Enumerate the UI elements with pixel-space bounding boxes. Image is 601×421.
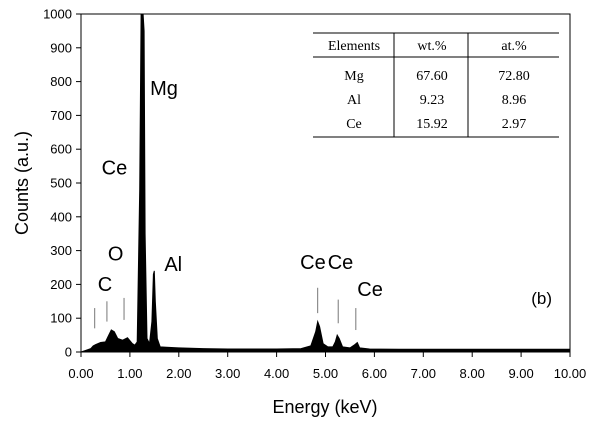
y-tick-label: 200 — [50, 277, 72, 292]
table-cell: Al — [347, 93, 361, 108]
peak-label: Al — [164, 254, 182, 276]
table-cell: 67.60 — [416, 69, 448, 84]
y-tick-label: 600 — [50, 142, 72, 157]
y-tick-label: 800 — [50, 74, 72, 89]
peak-label: Ce — [300, 252, 326, 274]
table-cell: 15.92 — [416, 117, 448, 132]
x-tick-label: 2.00 — [166, 366, 191, 381]
x-axis-ticks: 0.00 1.00 2.00 3.00 4.00 5.00 6.00 7.00 8.00 9.00… — [68, 352, 586, 381]
y-tick-label: 700 — [50, 108, 72, 123]
y-axis-ticks: 0 100 200 300 400 500 600 700 800 900 1000 — [43, 7, 81, 360]
y-tick-label: 1000 — [43, 7, 72, 22]
table-header-wt: wt.% — [417, 39, 447, 54]
y-axis-label: Counts (a.u.) — [12, 131, 32, 235]
peak-label: Ce — [357, 279, 383, 301]
y-tick-label: 300 — [50, 243, 72, 258]
table-cell: Mg — [344, 69, 363, 84]
y-tick-label: 100 — [50, 311, 72, 326]
table-cell: 9.23 — [420, 93, 445, 108]
y-tick-label: 500 — [50, 176, 72, 191]
y-tick-label: 900 — [50, 40, 72, 55]
peak-label: Ce — [328, 252, 354, 274]
x-tick-label: 8.00 — [460, 366, 485, 381]
x-axis-label: Energy (keV) — [272, 397, 377, 417]
peak-label: Ce — [102, 158, 128, 180]
y-tick-label: 0 — [65, 345, 72, 360]
x-tick-label: 6.00 — [362, 366, 387, 381]
y-tick-label: 400 — [50, 209, 72, 224]
x-tick-label: 0.00 — [68, 366, 93, 381]
x-tick-label: 5.00 — [313, 366, 338, 381]
x-tick-label: 3.00 — [215, 366, 240, 381]
x-tick-label: 4.00 — [264, 366, 289, 381]
peak-marker-lines — [94, 287, 357, 331]
x-tick-label: 10.00 — [554, 366, 587, 381]
table-header-at: at.% — [501, 39, 527, 54]
panel-label: (b) — [531, 289, 552, 308]
peak-label: O — [108, 244, 124, 266]
table-cell: Ce — [346, 117, 362, 132]
peak-label: C — [98, 274, 112, 296]
peak-label: Mg — [150, 78, 178, 100]
x-tick-label: 7.00 — [411, 366, 436, 381]
x-tick-label: 1.00 — [117, 366, 142, 381]
table-header-elements: Elements — [328, 39, 380, 54]
x-tick-label: 9.00 — [508, 366, 533, 381]
spectrum-line — [80, 13, 571, 353]
table-cell: 2.97 — [502, 117, 527, 132]
composition-table: Elements wt.% at.% Mg 67.60 72.80 Al 9.23 8.9… — [313, 32, 559, 138]
table-cell: 8.96 — [502, 93, 527, 108]
table-cell: 72.80 — [498, 69, 530, 84]
